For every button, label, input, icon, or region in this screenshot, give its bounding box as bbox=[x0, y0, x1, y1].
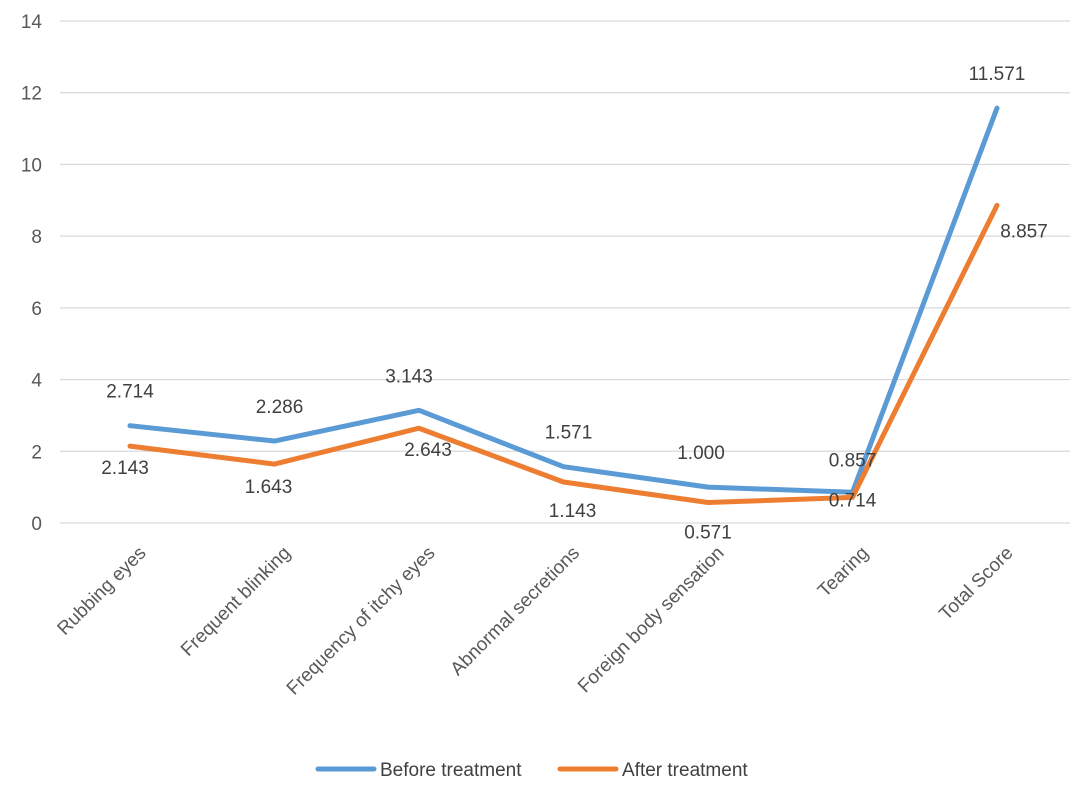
data-label: 2.643 bbox=[404, 440, 452, 461]
data-label: 11.571 bbox=[969, 64, 1026, 85]
data-label: 3.143 bbox=[385, 366, 433, 387]
legend-label: After treatment bbox=[622, 760, 748, 781]
data-label: 8.857 bbox=[1000, 221, 1048, 242]
legend-label: Before treatment bbox=[380, 760, 522, 781]
x-category-label: Abnormal secretions bbox=[447, 543, 584, 680]
data-label: 2.714 bbox=[106, 382, 154, 403]
y-tick-label: 0 bbox=[31, 514, 42, 535]
y-tick-label: 6 bbox=[31, 299, 42, 320]
x-category-label: Total Score bbox=[935, 543, 1017, 625]
y-tick-label: 8 bbox=[31, 227, 42, 248]
x-category-label: Frequent blinking bbox=[177, 543, 295, 661]
data-label: 0.714 bbox=[829, 490, 877, 511]
x-category-label: Rubbing eyes bbox=[54, 543, 151, 640]
legend: Before treatment After treatment bbox=[315, 760, 748, 781]
x-category-label: Frequency of itchy eyes bbox=[283, 543, 440, 700]
y-tick-label: 4 bbox=[31, 371, 42, 392]
y-tick-label: 12 bbox=[21, 84, 42, 105]
x-category-label: Foreign body sensation bbox=[574, 543, 729, 698]
data-label: 1.143 bbox=[549, 501, 597, 522]
data-label: 2.286 bbox=[256, 397, 304, 418]
data-label: 0.857 bbox=[829, 450, 877, 471]
y-tick-label: 2 bbox=[31, 442, 42, 463]
data-label: 1.000 bbox=[677, 443, 725, 464]
data-label: 1.571 bbox=[545, 423, 593, 444]
data-labels: 2.714 2.286 3.143 1.571 1.000 0.857 11.571 2.14… bbox=[101, 64, 1048, 543]
y-tick-label: 14 bbox=[21, 12, 43, 33]
series-lines bbox=[127, 105, 1000, 506]
gridlines bbox=[60, 20, 1070, 524]
data-label: 0.571 bbox=[684, 523, 732, 544]
y-tick-label: 10 bbox=[21, 155, 42, 176]
data-label: 2.143 bbox=[101, 458, 149, 479]
x-category-label: Tearing bbox=[814, 543, 873, 602]
data-label: 1.643 bbox=[245, 477, 293, 498]
y-axis-ticks: 0 2 4 6 8 10 12 14 bbox=[21, 12, 43, 535]
